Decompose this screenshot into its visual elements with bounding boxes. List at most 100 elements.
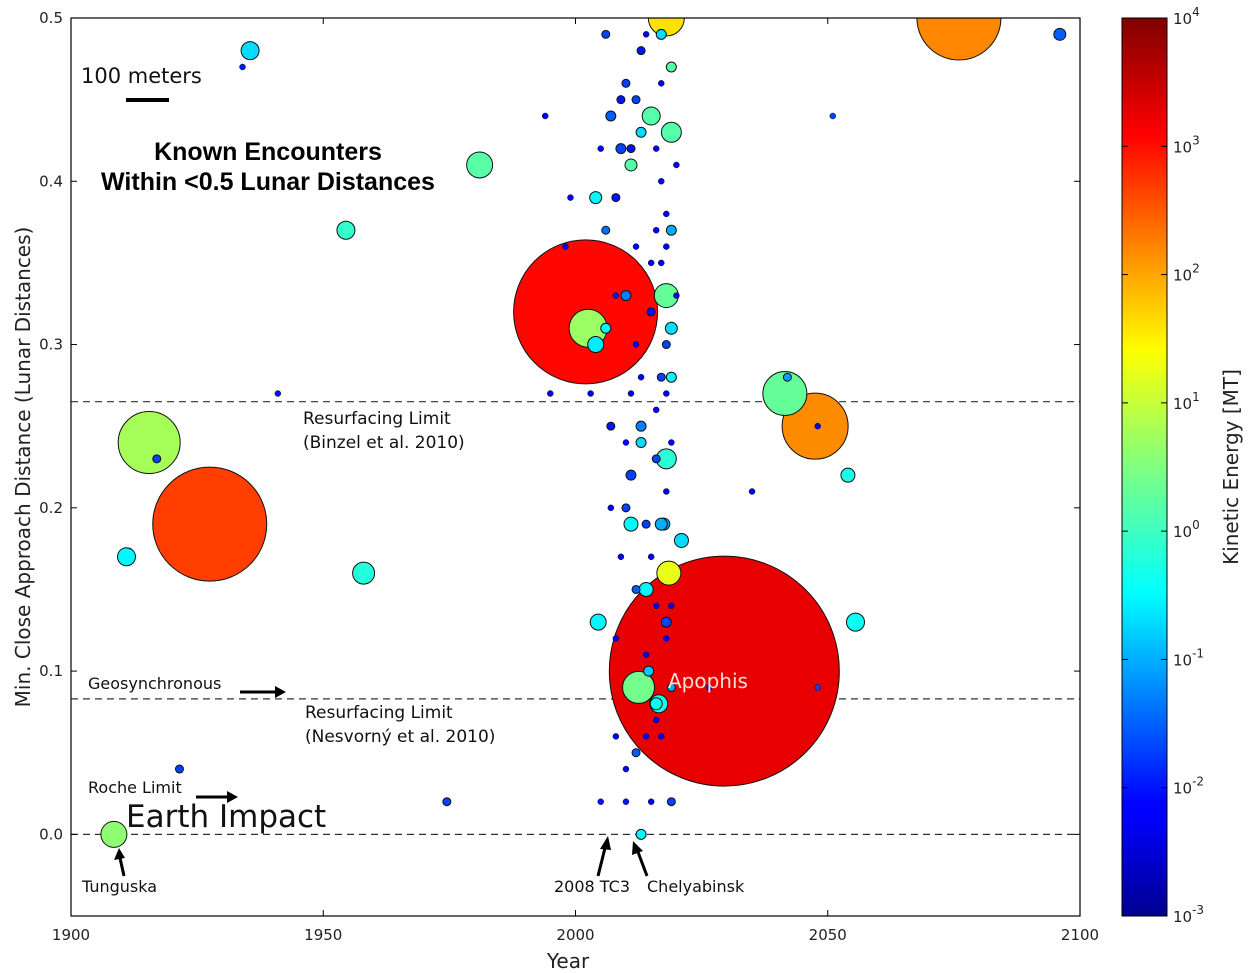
data-point-80 [274,390,282,397]
data-point-110 [658,259,665,267]
data-point-48 [814,422,821,430]
x-tick-label-2: 2000 [556,926,594,944]
data-point-112 [652,406,660,414]
data-point-35 [600,322,612,334]
data-point-60 [646,307,656,317]
data-point-76 [621,78,631,88]
apophis-label: Apophis [668,669,748,693]
y-tick-label-5: 0.5 [39,9,63,27]
y-tick-label-0: 0.0 [39,825,63,843]
data-point-69 [631,748,641,758]
data-point-39 [635,420,647,432]
data-point-99 [652,145,660,152]
nesvorny-limit-label-2: (Nesvorný et al. 2010) [305,727,495,747]
data-point-115 [663,635,670,642]
colorbar [1121,17,1168,917]
data-point-117 [612,733,620,740]
data-point-116 [652,716,660,724]
y-tick-label-3: 0.3 [39,336,63,354]
geosynchronous-arrowhead [275,686,286,698]
data-point-91 [637,373,645,381]
x-axis-label: Year [546,949,590,973]
data-point-12 [336,220,356,240]
data-point-22 [845,612,865,632]
data-point-71 [622,798,630,805]
colorbar-tick-label-1: 10-2 [1173,775,1204,798]
roche-limit-arrowhead [227,791,238,803]
y-axis-ticks: 0.0 0.1 0.2 0.3 0.4 0.5 [39,9,1080,843]
data-point-11 [352,561,376,585]
data-point-26 [638,581,654,597]
data-point-113 [663,488,670,495]
data-point-86 [705,684,713,691]
data-point-23 [589,613,607,631]
data-point-55 [626,144,636,154]
tc3-arrowhead [600,836,611,850]
data-point-119 [673,292,680,299]
data-point-34 [623,516,639,532]
data-point-54 [631,95,641,105]
data-point-37 [665,61,677,73]
tc3-label: 2008 TC3 [554,877,630,896]
data-point-46 [635,828,647,840]
data-point-3 [916,18,1002,61]
y-tick-label-1: 0.1 [39,662,63,680]
x-tick-label-0: 1900 [52,926,90,944]
data-point-50 [1053,27,1067,41]
chart-title-line-2: Within <0.5 Lunar Distances [101,168,435,196]
data-point-40 [635,437,647,449]
data-point-32 [624,158,638,172]
data-point-49 [829,112,837,120]
data-point-68 [612,292,620,299]
data-point-27 [673,532,689,548]
data-point-10 [466,151,494,179]
data-point-58 [601,225,611,235]
data-point-65 [661,340,671,350]
data-point-59 [621,503,631,513]
tunguska-label: Tunguska [81,877,157,896]
colorbar-ticks: 10-3 10-2 10-1 100 101 102 103 104 [1122,5,1204,926]
size-legend-label: 100 meters [81,64,202,88]
data-point-66 [651,454,661,464]
data-point-87 [748,488,756,495]
data-point-53 [605,110,617,122]
data-point-107 [658,80,665,87]
data-point-33 [649,697,663,711]
data-point-44 [643,665,655,677]
data-point-16 [656,560,682,586]
tunguska-arrow [118,857,126,877]
colorbar-tick-label-3: 100 [1173,518,1200,541]
data-point-122 [597,145,604,152]
data-point-0 [608,555,840,787]
binzel-limit-label-2: (Binzel et al. 2010) [303,433,465,453]
data-point-36 [589,191,603,205]
data-point-92 [668,602,675,610]
data-point-41 [665,371,677,383]
data-point-45 [666,682,676,692]
geosynchronous-label: Geosynchronous [88,674,221,693]
data-point-78 [174,764,184,774]
data-point-81 [442,797,452,807]
earth-impact-label: Earth Impact [126,799,326,835]
data-point-51 [616,95,626,105]
tunguska-arrowhead [114,848,125,860]
data-point-2 [152,466,268,582]
data-point-106 [622,765,630,773]
data-point-73 [647,798,655,805]
y-tick-label-2: 0.2 [39,499,63,517]
data-point-105 [658,733,665,740]
tc3-arrow [596,847,607,877]
roche-limit-label: Roche Limit [88,778,182,797]
colorbar-tick-label-5: 102 [1173,262,1200,285]
data-point-63 [660,616,672,628]
data-point-82 [152,454,162,464]
chelyabinsk-arrowhead [632,841,643,855]
data-point-20 [641,106,661,126]
data-point-98 [617,553,625,561]
data-point-24 [587,336,605,354]
data-point-88 [814,684,821,691]
chart-title-line-1: Known Encounters [154,138,382,166]
data-point-9 [100,820,128,848]
data-point-104 [642,733,650,740]
reference-lines [71,401,1080,835]
